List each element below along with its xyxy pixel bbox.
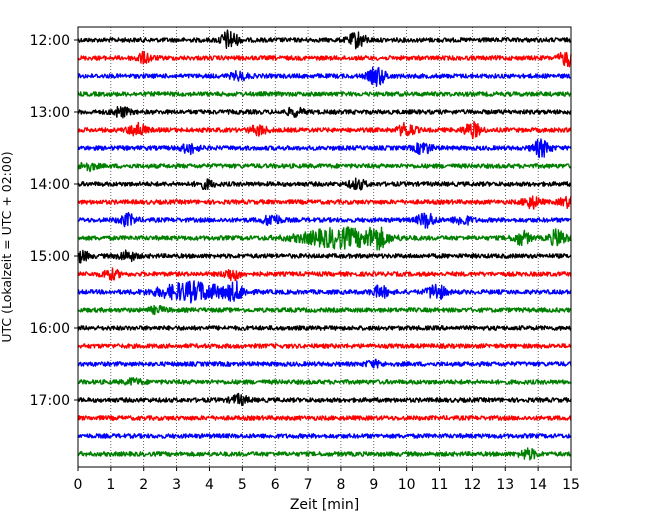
x-tick-label: 4	[205, 477, 214, 493]
x-axis-label: Zeit [min]	[290, 497, 359, 513]
x-tick-label: 9	[369, 477, 378, 493]
x-tick-label: 11	[431, 477, 449, 493]
trace-line	[77, 66, 572, 87]
trace-line	[77, 267, 572, 282]
x-tick-label: 15	[562, 477, 580, 493]
y-tick-label: 14:00	[30, 177, 70, 193]
trace-line	[77, 377, 572, 386]
trace-line	[77, 161, 572, 173]
x-tick-label: 12	[463, 477, 481, 493]
trace-line	[77, 280, 572, 304]
x-tick-label: 10	[398, 477, 416, 493]
trace-line	[77, 91, 572, 97]
x-tick-label: 5	[238, 477, 247, 493]
x-tick-label: 14	[529, 477, 547, 493]
plot-frame	[77, 26, 572, 468]
trace-line	[77, 343, 572, 349]
seismic-traces	[77, 29, 572, 461]
trace-line	[77, 447, 572, 461]
x-axis-ticks: 0 1 2 3 4 5 6 7 8 9 10 11 12 13 14 15	[74, 467, 580, 493]
trace-line	[77, 392, 572, 406]
trace-line	[77, 325, 572, 331]
trace-line	[77, 177, 572, 191]
trace-line	[77, 249, 572, 264]
y-tick-label: 15:00	[30, 249, 70, 265]
trace-line	[77, 195, 572, 210]
trace-line	[77, 433, 572, 439]
grid-lines	[110, 27, 539, 467]
y-tick-label: 13:00	[30, 105, 70, 121]
trace-line	[77, 138, 572, 159]
x-tick-label: 1	[106, 477, 115, 493]
x-tick-label: 13	[496, 477, 514, 493]
trace-line	[77, 358, 572, 369]
y-tick-label: 17:00	[30, 393, 70, 409]
x-tick-label: 6	[271, 477, 280, 493]
y-tick-label: 16:00	[30, 321, 70, 337]
trace-line	[77, 29, 572, 50]
trace-line	[77, 120, 572, 140]
trace-line	[77, 106, 572, 119]
trace-line	[77, 211, 572, 229]
x-tick-label: 8	[336, 477, 345, 493]
x-tick-label: 2	[139, 477, 148, 493]
x-tick-label: 7	[304, 477, 313, 493]
trace-line	[77, 226, 572, 251]
y-tick-label: 12:00	[30, 33, 70, 49]
y-axis-label: UTC (Lokalzeit = UTC + 02:00)	[0, 151, 14, 342]
trace-line	[77, 50, 572, 68]
x-tick-label: 0	[74, 477, 83, 493]
x-tick-label: 3	[172, 477, 181, 493]
y-axis-ticks: 12:00 13:00 14:00 15:00 16:00 17:00	[30, 33, 78, 409]
trace-line	[77, 415, 572, 421]
trace-line	[77, 304, 572, 316]
